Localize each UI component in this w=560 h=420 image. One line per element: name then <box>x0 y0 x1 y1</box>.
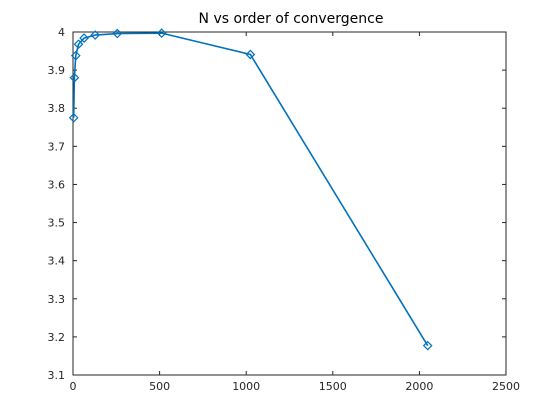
chart-title: N vs order of convergence <box>199 11 384 27</box>
x-tick-label: 1000 <box>232 380 260 393</box>
y-tick-label: 3.2 <box>48 331 66 344</box>
x-tick-label: 2500 <box>492 380 520 393</box>
x-tick-label: 0 <box>70 380 77 393</box>
data-point-marker <box>90 30 101 40</box>
plot-area-frame <box>72 31 507 376</box>
series-line <box>72 32 429 347</box>
x-tick-label: 1500 <box>319 380 347 393</box>
data-point-marker <box>70 50 81 61</box>
axes: 0 500 1000 1500 2000 2500 3.1 3.2 3.3 3.4 3.5 3.6 3.… <box>48 26 521 393</box>
data-point-marker <box>112 28 123 39</box>
y-tick-label: 3.6 <box>48 178 66 191</box>
y-tick-label: 3.1 <box>48 369 66 382</box>
data-point-marker <box>73 39 84 50</box>
y-tick-label: 3.8 <box>48 102 66 115</box>
y-tick-label: 3.7 <box>48 140 66 153</box>
y-tick-label: 3.3 <box>48 293 66 306</box>
data-point-marker <box>422 340 433 351</box>
y-tick-label: 3.9 <box>48 64 66 77</box>
data-point-marker <box>69 72 80 83</box>
data-point-marker <box>156 28 167 38</box>
y-tick-label: 4 <box>58 26 65 39</box>
series-layer <box>68 28 433 351</box>
y-tick-label: 3.4 <box>48 255 66 268</box>
data-point-marker <box>245 49 256 60</box>
y-tick-label: 3.5 <box>48 217 66 230</box>
x-tick-label: 500 <box>149 380 170 393</box>
data-point-marker <box>79 33 89 43</box>
x-tick-label: 2000 <box>405 380 433 393</box>
data-point-marker <box>68 112 79 123</box>
